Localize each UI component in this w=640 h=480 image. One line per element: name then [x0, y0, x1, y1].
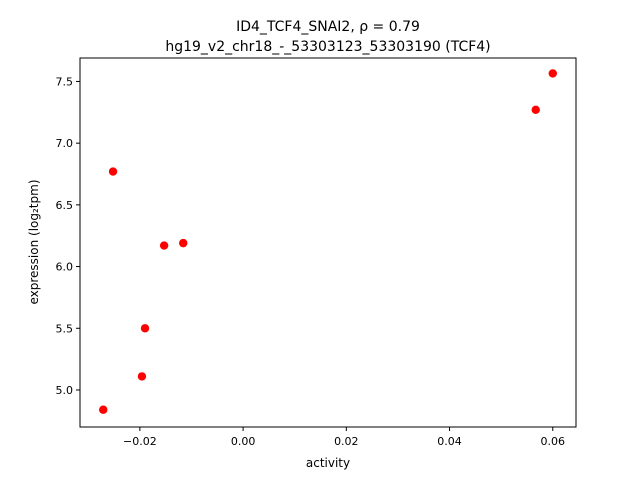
data-point-3	[140, 324, 150, 333]
data-point-2	[137, 372, 147, 381]
data-point-4	[159, 241, 169, 250]
y-tick-label: 5.0	[56, 384, 74, 397]
x-tick-label: 0.02	[334, 435, 359, 448]
y-tick-label: 7.0	[56, 137, 74, 150]
data-point-0	[99, 405, 108, 414]
y-tick-label: 7.5	[56, 75, 74, 88]
y-axis-label: expression (log₂tpm)	[27, 179, 41, 304]
x-tick-label: −0.02	[123, 435, 157, 448]
y-tick-label: 6.0	[56, 261, 74, 274]
chart-title-line1: ID4_TCF4_SNAI2, ρ = 0.79	[236, 19, 420, 35]
y-tick-label: 6.5	[56, 199, 74, 212]
data-point-1	[108, 167, 118, 176]
chart-title-line2: hg19_v2_chr18_-_53303123_53303190 (TCF4)	[165, 39, 490, 55]
data-point-5	[179, 238, 188, 248]
x-tick-label: 0.06	[541, 435, 566, 448]
data-point-7	[548, 69, 557, 78]
plot-frame	[79, 57, 577, 428]
y-tick-label: 5.5	[56, 322, 74, 335]
x-tick-label: 0.00	[231, 435, 256, 448]
x-axis-label: activity	[306, 456, 350, 470]
data-point-6	[531, 105, 540, 115]
x-tick-label: 0.04	[437, 435, 462, 448]
